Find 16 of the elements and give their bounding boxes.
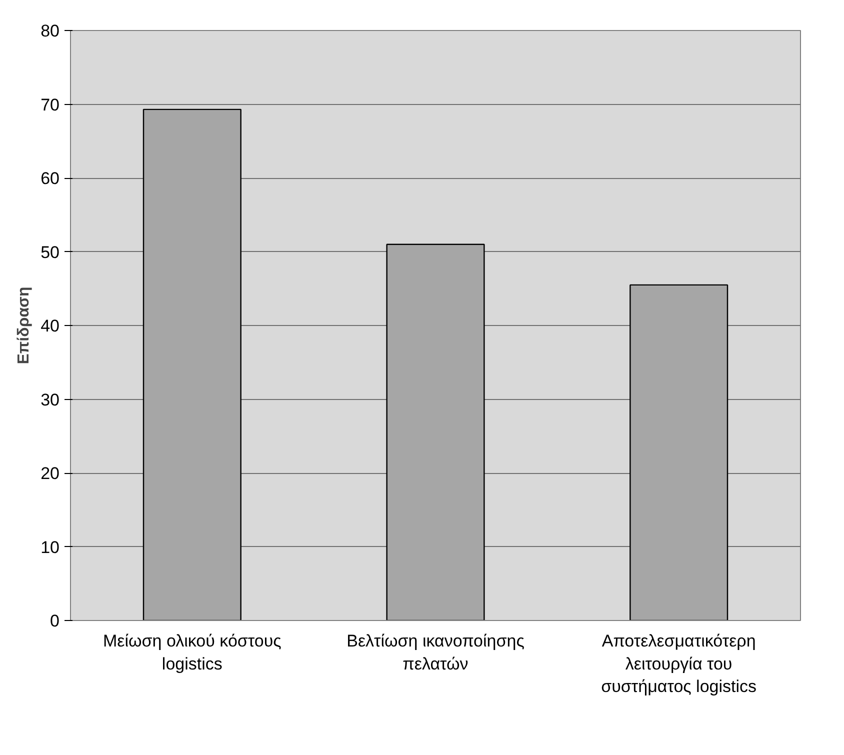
y-tick-label: 10 <box>40 538 60 557</box>
y-tick-label: 20 <box>40 464 60 483</box>
x-tick-label: Μείωση ολικού κόστους logistics <box>103 632 282 674</box>
y-tick-label: 50 <box>40 242 60 262</box>
x-tick-label: Αποτελεσματικότερη λειτουργία του συστήματος logistics <box>601 632 757 696</box>
y-tick-label: 40 <box>40 316 60 336</box>
bar <box>630 284 728 620</box>
y-tick-label: 30 <box>40 390 60 410</box>
y-axis-title: Επίδραση <box>16 286 33 364</box>
bar <box>386 244 485 620</box>
y-tick-label: 60 <box>40 169 60 188</box>
x-tick-label: Βελτίωση ικανοποίησης πελατών <box>346 632 524 674</box>
y-tick-label: 70 <box>40 95 60 114</box>
y-tick-label: 80 <box>40 22 60 40</box>
bar <box>142 108 242 620</box>
y-tick-label: 0 <box>50 612 60 630</box>
